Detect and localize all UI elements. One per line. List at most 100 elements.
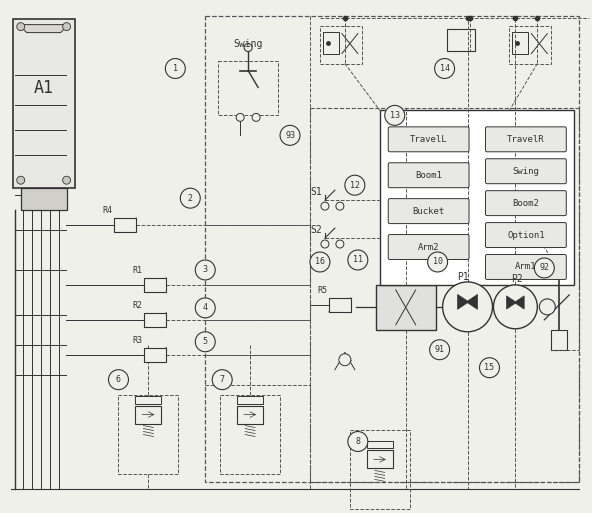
Text: R1: R1 <box>133 266 143 275</box>
FancyBboxPatch shape <box>485 254 567 280</box>
Circle shape <box>336 202 344 210</box>
Bar <box>144 348 166 362</box>
Circle shape <box>321 240 329 248</box>
Text: Swing: Swing <box>513 167 539 176</box>
Text: 8: 8 <box>355 437 361 446</box>
Bar <box>367 441 392 448</box>
FancyBboxPatch shape <box>388 199 469 224</box>
FancyBboxPatch shape <box>388 234 469 260</box>
Bar <box>510 26 551 64</box>
Text: R4: R4 <box>102 206 112 215</box>
Circle shape <box>345 175 365 195</box>
Text: S1: S1 <box>310 187 321 197</box>
Circle shape <box>63 23 70 31</box>
Text: 4: 4 <box>202 303 208 312</box>
Text: Arm2: Arm2 <box>418 243 439 251</box>
Circle shape <box>385 105 405 125</box>
FancyBboxPatch shape <box>485 159 567 184</box>
Bar <box>367 450 392 468</box>
FancyBboxPatch shape <box>485 191 567 215</box>
Text: 3: 3 <box>202 265 208 274</box>
Text: 14: 14 <box>440 64 449 73</box>
Text: TravelL: TravelL <box>410 135 448 144</box>
Bar <box>205 16 579 482</box>
Text: Option1: Option1 <box>507 230 545 240</box>
Text: Boom2: Boom2 <box>513 199 539 208</box>
Text: 7: 7 <box>220 375 225 384</box>
Text: R2: R2 <box>133 301 143 310</box>
Bar <box>220 394 280 475</box>
Circle shape <box>339 354 351 366</box>
Circle shape <box>17 176 25 184</box>
Text: P2: P2 <box>511 274 523 284</box>
Bar <box>320 26 362 64</box>
Bar <box>136 396 162 404</box>
Bar <box>237 396 263 404</box>
Text: S2: S2 <box>310 225 321 235</box>
Text: 10: 10 <box>433 258 443 266</box>
Circle shape <box>195 260 215 280</box>
Circle shape <box>336 240 344 248</box>
Polygon shape <box>466 294 478 309</box>
Circle shape <box>348 431 368 451</box>
Text: 93: 93 <box>285 131 295 140</box>
Bar <box>551 330 567 350</box>
Circle shape <box>535 258 554 278</box>
Circle shape <box>252 113 260 122</box>
Circle shape <box>195 298 215 318</box>
Polygon shape <box>458 294 469 309</box>
Text: 91: 91 <box>435 345 445 354</box>
Text: 1: 1 <box>173 64 178 73</box>
Polygon shape <box>507 296 516 309</box>
Circle shape <box>348 250 368 270</box>
Text: Boom1: Boom1 <box>415 171 442 180</box>
Bar <box>350 429 410 509</box>
Bar <box>446 29 475 51</box>
Bar <box>237 406 263 424</box>
FancyBboxPatch shape <box>388 127 469 152</box>
Circle shape <box>181 188 200 208</box>
Bar <box>218 61 278 115</box>
Circle shape <box>63 176 70 184</box>
Text: R3: R3 <box>133 336 143 345</box>
Text: A1: A1 <box>34 80 54 97</box>
Bar <box>144 278 166 292</box>
Circle shape <box>494 285 538 329</box>
Bar <box>136 406 162 424</box>
Bar <box>323 32 339 53</box>
Text: Bucket: Bucket <box>413 207 445 215</box>
Bar <box>380 110 574 285</box>
Text: 11: 11 <box>353 255 363 265</box>
Circle shape <box>321 202 329 210</box>
Bar <box>144 313 166 327</box>
Circle shape <box>430 340 449 360</box>
Text: 92: 92 <box>539 264 549 272</box>
Text: 12: 12 <box>350 181 360 190</box>
FancyBboxPatch shape <box>485 223 567 248</box>
Circle shape <box>427 252 448 272</box>
Polygon shape <box>514 296 524 309</box>
Bar <box>310 108 579 482</box>
Text: 5: 5 <box>202 337 208 346</box>
Circle shape <box>480 358 500 378</box>
Circle shape <box>244 44 252 51</box>
Circle shape <box>236 113 244 122</box>
Circle shape <box>212 370 232 390</box>
Bar <box>21 188 67 210</box>
Text: 6: 6 <box>116 375 121 384</box>
Text: Swing: Swing <box>233 38 263 49</box>
Bar <box>13 18 75 188</box>
Text: P1: P1 <box>456 272 468 282</box>
Circle shape <box>17 23 25 31</box>
Text: 15: 15 <box>484 363 494 372</box>
Circle shape <box>443 282 493 332</box>
Text: Arm1: Arm1 <box>515 263 536 271</box>
Bar <box>118 394 178 475</box>
Text: 16: 16 <box>315 258 325 266</box>
Circle shape <box>435 58 455 78</box>
Circle shape <box>310 252 330 272</box>
Bar <box>114 218 136 232</box>
Bar <box>376 285 436 330</box>
Circle shape <box>280 125 300 145</box>
Bar <box>513 32 529 53</box>
